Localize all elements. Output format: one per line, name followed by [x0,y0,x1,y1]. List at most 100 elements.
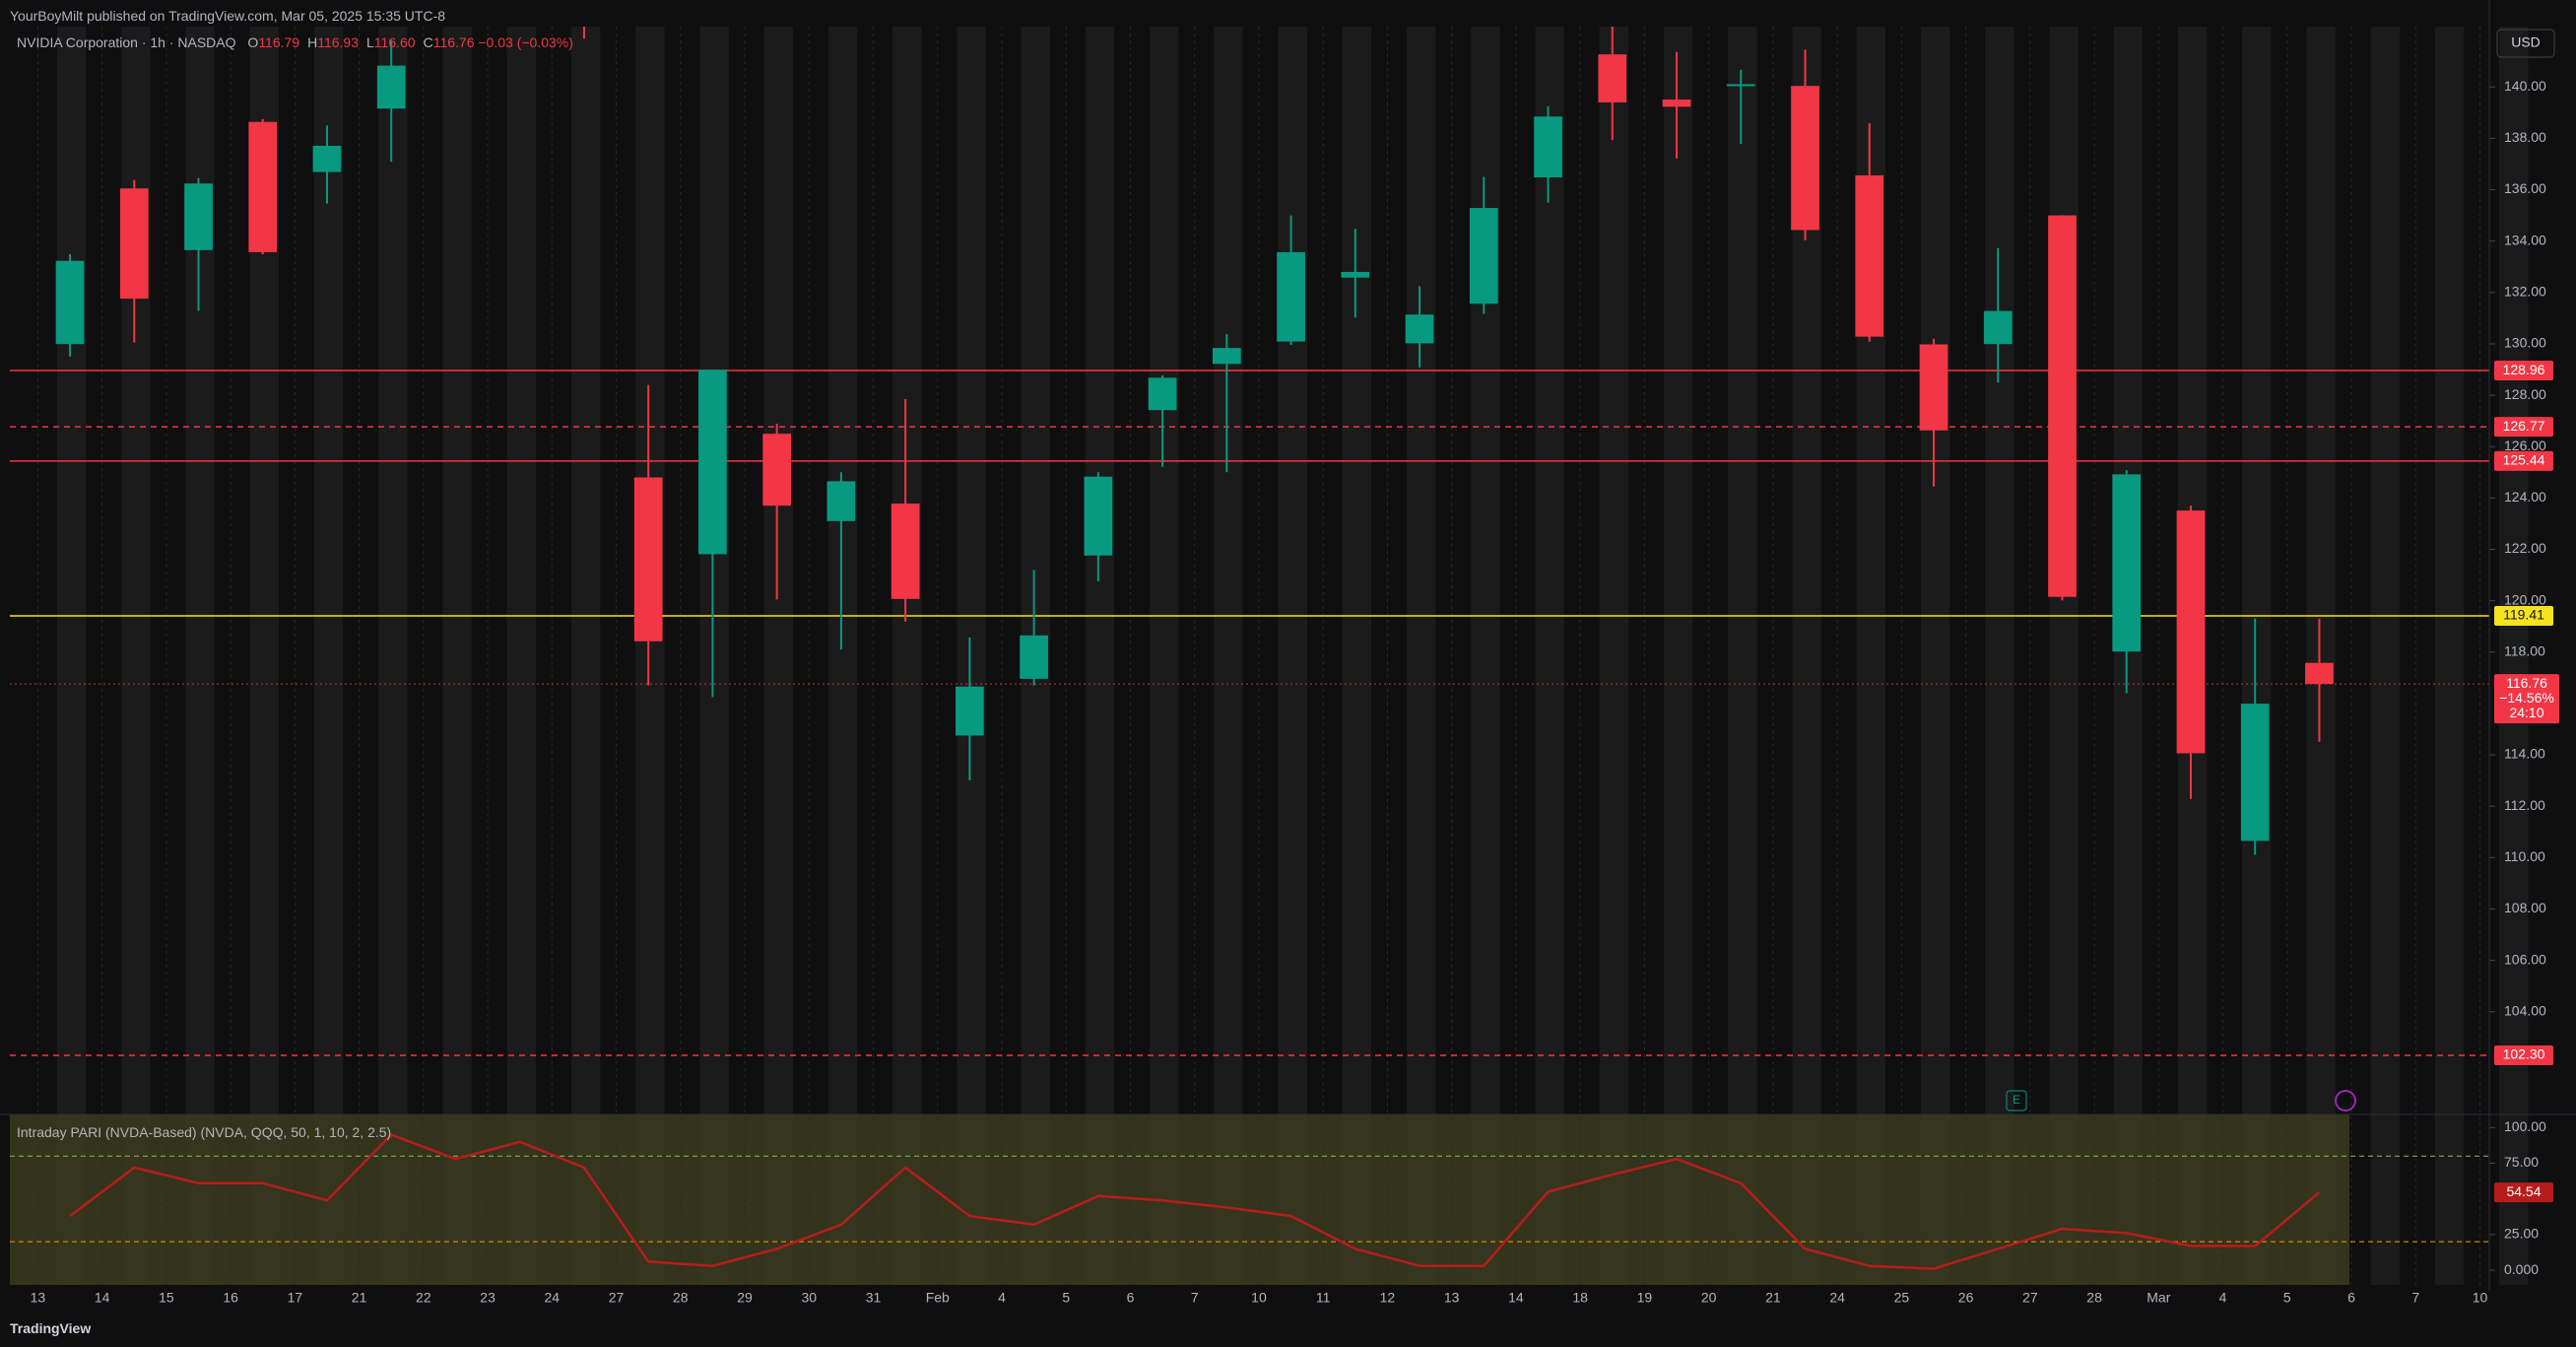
y-tick-label: 110.00 [2504,848,2545,864]
x-tick-label: Feb [926,1290,950,1306]
session-shade [378,27,408,1285]
session-shade [1920,27,1950,1285]
session-shade [1150,27,1179,1285]
candle-body [119,188,149,300]
x-tick-label: 11 [1316,1290,1331,1306]
candle-body [1726,84,1755,87]
candle-body [2048,215,2077,597]
x-tick-label: 20 [1701,1290,1717,1306]
candle-body [1084,476,1113,556]
candle-body [826,481,856,521]
candle-body [1983,310,2013,345]
candle-body [1919,344,1949,431]
indicator-y-tick-label: 25.00 [2504,1226,2539,1242]
session-shade [2499,27,2529,1285]
price-level-label: 126.77 [2503,418,2545,434]
y-tick-label: 108.00 [2504,900,2546,915]
publisher: YourBoyMilt published on TradingView.com… [10,8,446,24]
session-shade [570,27,601,1285]
y-tick-label: 134.00 [2504,232,2546,247]
ohlc-key: C [423,34,433,50]
y-tick-label: 130.00 [2504,335,2546,351]
ohlc-legend: O116.79 H116.93 L116.60 C116.76 [239,34,478,50]
price-level-tag [2494,450,2553,471]
x-tick-label: 29 [737,1290,753,1306]
candle-body [1277,251,1305,342]
session-shade [506,27,537,1285]
y-tick-label: 136.00 [2504,180,2546,196]
candle-body [891,504,920,599]
y-tick-label: 118.00 [2504,642,2545,658]
session-shade [1728,27,1757,1285]
currency: USD [2511,34,2541,50]
x-tick-label: Mar [2147,1290,2170,1306]
candle-body [312,145,342,172]
ohlc-value: 116.76 [432,34,475,50]
candle-body [2305,662,2334,685]
candle-body [376,65,406,109]
candle-body [1341,271,1370,278]
x-tick-label: 12 [1380,1290,1396,1306]
candle-body [1855,174,1884,337]
axes: 13 14 15 16 17 21 22 23 24 27 28 29 30 31 Feb 4 5 6 7 10 11 1… [31,78,2559,1306]
x-tick-label: 28 [673,1290,689,1306]
candle-body [1662,100,1691,107]
ohlc-key: O [247,34,259,50]
session-shade [699,27,729,1285]
x-tick-label: 14 [95,1290,110,1306]
x-tick-label: 6 [1127,1290,1135,1306]
x-tick-label: 15 [159,1290,174,1306]
x-tick-label: 4 [998,1290,1006,1306]
x-tick-label: 23 [480,1290,495,1306]
dividend-icon[interactable] [2335,1090,2356,1111]
grid [36,27,2481,1285]
currency-box[interactable] [2496,29,2555,58]
candle-body [55,260,85,345]
earnings-marker: E [2013,1093,2020,1107]
session-shade [1342,27,1372,1285]
x-tick-label: 25 [1894,1290,1910,1306]
candle-body [1405,314,1434,344]
x-tick-label: 21 [1765,1290,1781,1306]
session-shade [1985,27,2015,1285]
y-tick-label: 132.00 [2504,284,2546,300]
x-tick-label: 10 [1251,1290,1267,1306]
x-tick-label: 5 [1062,1290,1070,1306]
session-shade [635,27,665,1285]
x-tick-label: 10 [2473,1290,2488,1306]
indicator-background [10,1114,2349,1285]
x-tick-label: 5 [2283,1290,2291,1306]
candle-body [2112,474,2142,652]
y-tick-label: 126.00 [2504,438,2546,453]
ohlc-value: 116.60 [373,34,416,50]
x-tick-label: 17 [288,1290,303,1306]
price-level-tag [2494,1045,2553,1066]
y-tick-label: 140.00 [2504,78,2546,94]
earnings-icon[interactable] [2006,1090,2027,1111]
last-change: −14.56% [2499,690,2554,706]
x-tick-label: 6 [2347,1290,2355,1306]
y-tick-label: 106.00 [2504,951,2546,967]
x-tick-label: 24 [1829,1290,1845,1306]
y-tick-label: 128.00 [2504,386,2546,402]
x-tick-label: 31 [866,1290,882,1306]
price-level-tag [2494,606,2553,627]
x-tick-label: 24 [545,1290,561,1306]
change: −0.03 (−0.03%) [478,34,573,50]
ohlc-value: 116.93 [317,34,359,50]
legend: NVIDIA Corporation · 1h · NASDAQ O116.79… [17,34,573,50]
price-level-label: 128.96 [2503,362,2545,377]
indicator-value: 54.54 [2506,1183,2541,1199]
y-tick-label: 112.00 [2504,797,2545,813]
session-shade [1214,27,1243,1285]
price-level-tag [2494,361,2553,381]
x-tick-label: 18 [1572,1290,1588,1306]
ohlc-value: 116.79 [258,34,300,50]
session-shade [2306,27,2336,1285]
session-shade [892,27,922,1285]
session-shade [957,27,986,1285]
x-tick-label: 13 [1444,1290,1460,1306]
x-tick-label: 30 [801,1290,817,1306]
x-tick-label: 21 [352,1290,367,1306]
